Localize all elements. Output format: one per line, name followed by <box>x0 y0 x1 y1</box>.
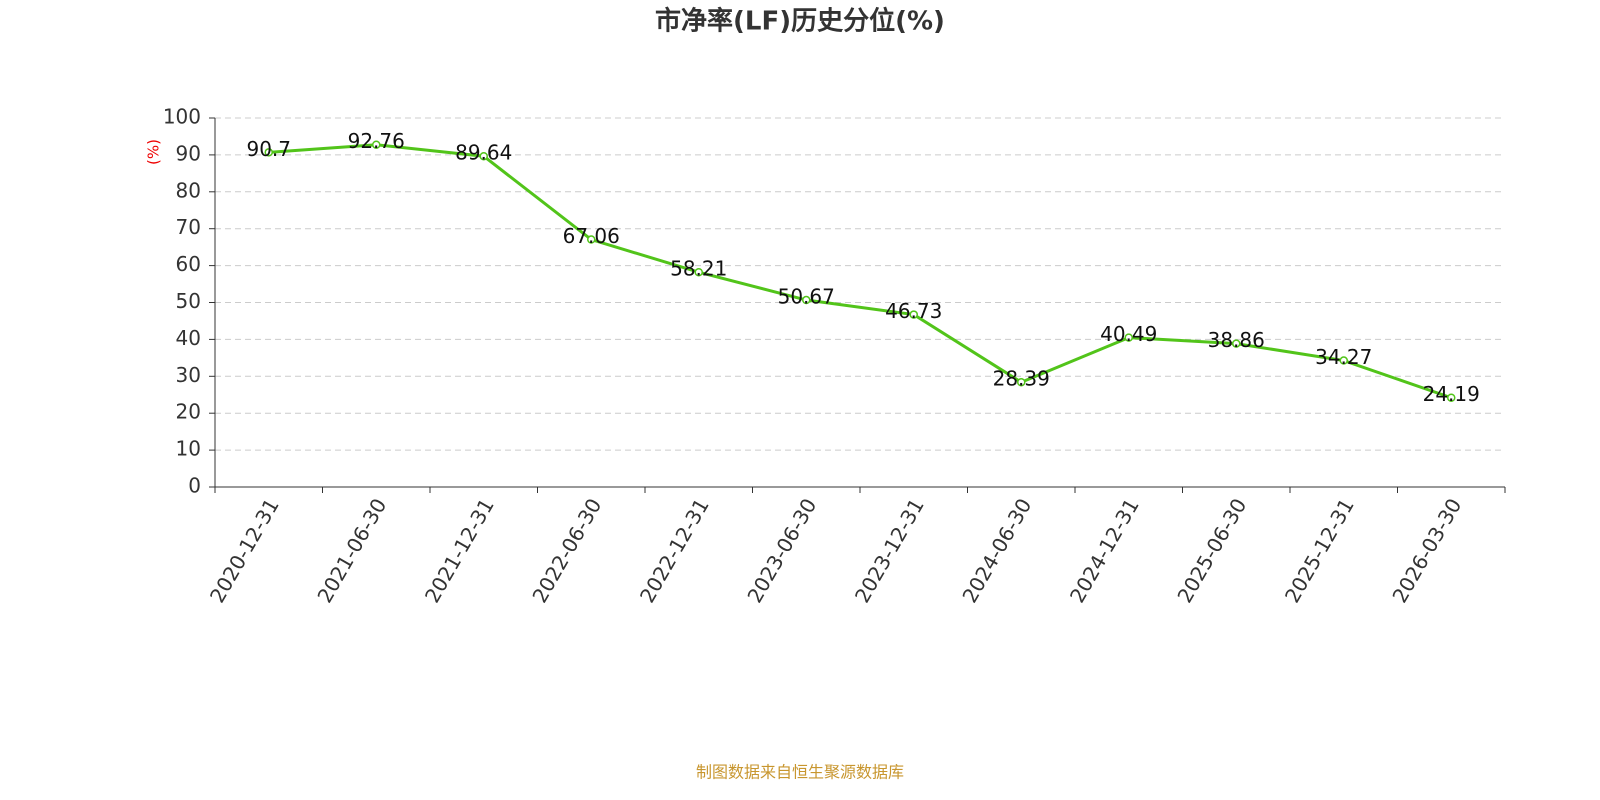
data-label: 34.27 <box>1315 345 1372 369</box>
data-point <box>1447 393 1456 402</box>
data-label: 67.06 <box>563 224 620 248</box>
y-tick-label: 30 <box>176 363 201 387</box>
y-tick-label: 20 <box>176 400 201 424</box>
data-line <box>268 143 1452 400</box>
data-point <box>264 148 273 157</box>
data-label: 24.19 <box>1423 382 1480 406</box>
x-tick-label: 2024-12-31 <box>1065 494 1144 607</box>
y-axis-label: (%) <box>145 139 163 165</box>
data-label: 40.49 <box>1100 322 1157 346</box>
data-point <box>587 235 596 244</box>
y-tick-label: 0 <box>188 474 201 498</box>
data-label: 92.76 <box>348 129 405 153</box>
x-tick-label: 2021-06-30 <box>312 494 391 607</box>
data-point <box>802 295 811 305</box>
data-label: 89.64 <box>455 141 512 165</box>
x-tick-label: 2021-12-31 <box>420 494 499 607</box>
data-label: 58.21 <box>670 257 727 281</box>
data-point <box>909 310 918 319</box>
source-note: 制图数据来自恒生聚源数据库 <box>696 763 904 782</box>
data-point <box>372 140 381 149</box>
x-tick-label: 2023-06-30 <box>742 494 821 607</box>
x-tick-label: 2025-06-30 <box>1172 494 1251 607</box>
y-tick-label: 70 <box>176 215 201 239</box>
data-label: 38.86 <box>1208 328 1265 352</box>
x-tick-label: 2026-03-30 <box>1387 494 1466 607</box>
y-tick-label: 10 <box>176 437 201 461</box>
y-tick-label: 100 <box>163 105 201 129</box>
data-point <box>1017 377 1026 387</box>
data-point <box>479 151 488 161</box>
y-tick-label: 40 <box>176 326 201 350</box>
x-tick-label: 2020-12-31 <box>205 494 284 607</box>
chart-title: 市净率(LF)历史分位(%) <box>655 6 945 37</box>
y-tick-label: 90 <box>176 141 201 165</box>
data-point <box>1339 356 1348 365</box>
data-label: 28.39 <box>993 367 1050 391</box>
data-point <box>694 267 703 277</box>
y-tick-label: 50 <box>176 289 201 313</box>
y-tick-label: 80 <box>176 178 201 202</box>
data-label: 50.67 <box>778 285 835 309</box>
x-tick-label: 2024-06-30 <box>957 494 1036 607</box>
x-tick-label: 2022-12-31 <box>635 494 714 607</box>
data-label: 46.73 <box>885 299 942 323</box>
data-label: 90.7 <box>246 137 291 161</box>
data-point <box>1124 333 1133 342</box>
x-tick-label: 2022-06-30 <box>527 494 606 607</box>
x-tick-label: 2025-12-31 <box>1280 494 1359 607</box>
y-tick-label: 60 <box>176 252 201 276</box>
x-tick-label: 2023-12-31 <box>850 494 929 607</box>
data-point <box>1232 339 1241 348</box>
